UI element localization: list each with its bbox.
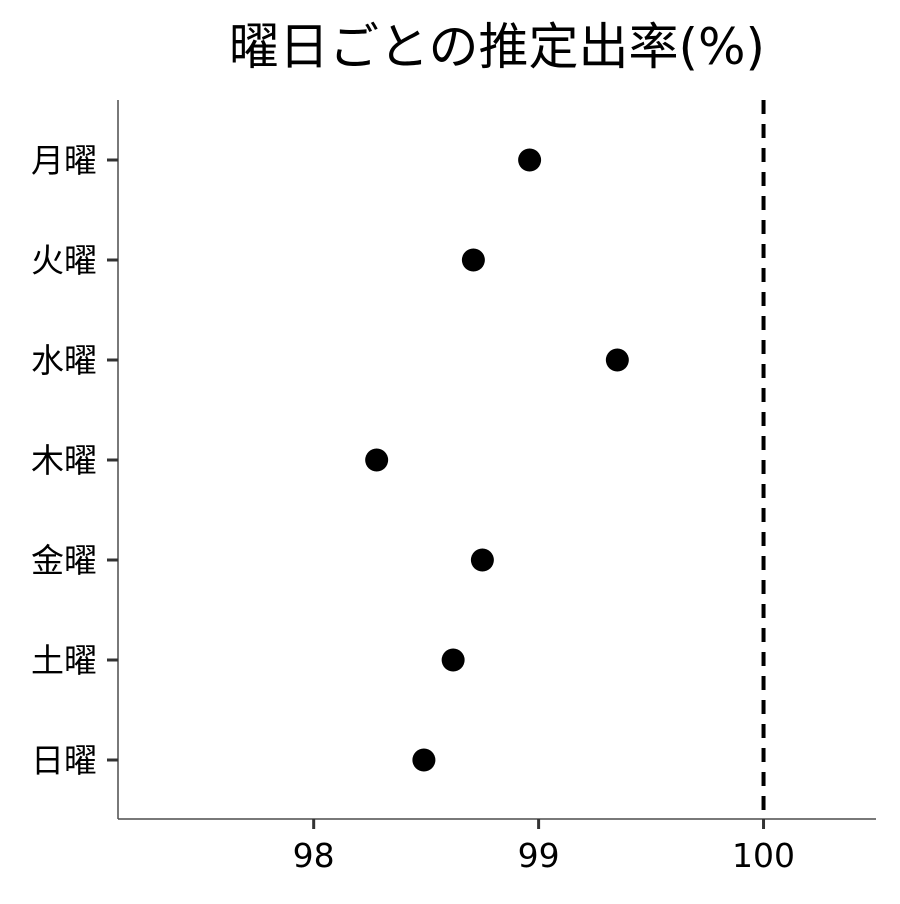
data-point — [470, 548, 494, 572]
data-point — [605, 348, 629, 372]
y-tick-label: 土曜 — [31, 641, 97, 680]
y-tick-label: 金曜 — [31, 541, 97, 580]
y-tick-label: 火曜 — [31, 241, 97, 280]
data-point — [412, 748, 436, 772]
y-tick-label: 水曜 — [31, 341, 97, 380]
y-tick-label: 月曜 — [31, 141, 97, 180]
x-tick-label: 99 — [518, 836, 560, 875]
x-tick-label: 98 — [293, 836, 335, 875]
data-point — [441, 648, 465, 672]
data-point — [518, 148, 542, 172]
y-tick-label: 日曜 — [31, 741, 97, 780]
data-point — [365, 448, 389, 472]
x-tick-label: 100 — [732, 836, 795, 875]
data-point — [461, 248, 485, 272]
chart-title: 曜日ごとの推定出率(%) — [229, 18, 765, 76]
data-points-layer — [365, 148, 629, 772]
y-tick-label: 木曜 — [31, 441, 97, 480]
